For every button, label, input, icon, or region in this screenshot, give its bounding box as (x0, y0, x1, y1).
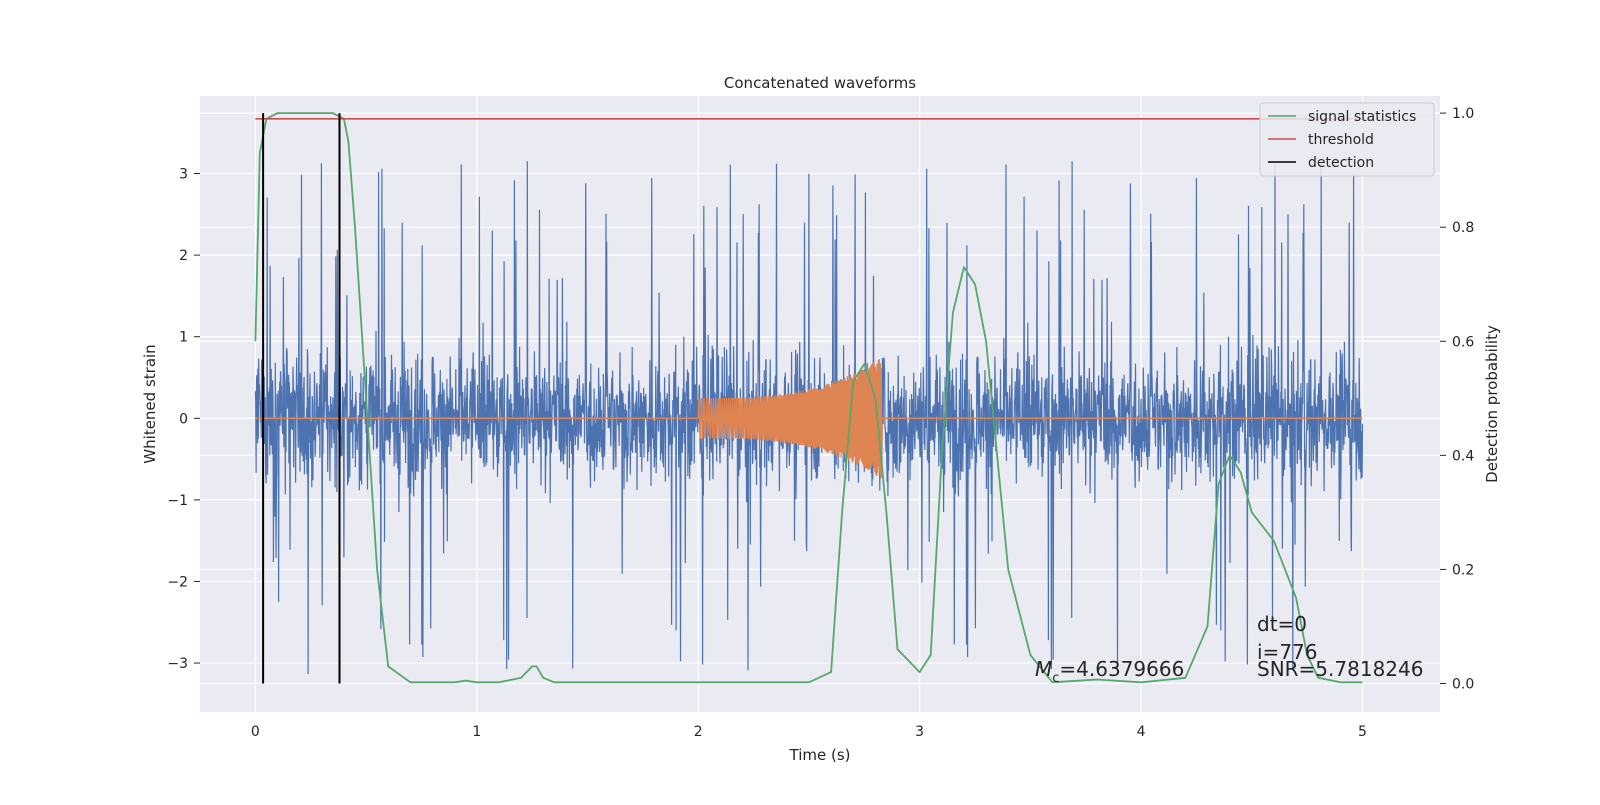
y-tick-label: 0 (179, 411, 188, 427)
legend-label-detection: detection (1308, 155, 1374, 171)
index-annotation: i=776 (1257, 640, 1318, 664)
dt-annotation: dt=0 (1257, 612, 1307, 636)
y-tick-label: −2 (167, 574, 188, 590)
x-tick-label: 3 (915, 724, 924, 740)
chirp-mass-symbol: M (1035, 657, 1052, 681)
chirp-series-line (697, 359, 883, 479)
x-axis-label: Time (s) (789, 746, 851, 764)
legend-box (1259, 102, 1435, 177)
signal-statistics-line (254, 112, 1363, 684)
legend-label-threshold: threshold (1308, 132, 1374, 148)
legend: signal statistics threshold detection (1259, 102, 1435, 177)
y-tick-label: 2 (179, 248, 188, 264)
x-tick-label: 1 (472, 724, 481, 740)
y2-tick-label: 0.2 (1452, 562, 1474, 578)
gridlines (200, 96, 1440, 712)
chirp-mass-subscript: c (1052, 671, 1059, 686)
y2-tick-label: 1.0 (1452, 106, 1474, 122)
y-tick-label: 3 (179, 167, 188, 183)
chirp-mass-annotation: Mc=4.6379666 (1035, 657, 1184, 686)
data-layer (254, 112, 1364, 684)
y2-tick-label: 0.4 (1452, 448, 1474, 464)
chart-title: Concatenated waveforms (724, 74, 916, 92)
snr-annotation: SNR=5.7818246 (1257, 657, 1423, 681)
y-tick-label: 1 (179, 330, 188, 346)
x-tick-label: 2 (694, 724, 703, 740)
annotations: Mc=4.6379666 dt=0 i=776 SNR=5.7818246 (1035, 612, 1423, 686)
y2-tick-label: 0.0 (1452, 676, 1474, 692)
x-tick-label: 4 (1137, 724, 1146, 740)
y-tick-label: −3 (167, 656, 188, 672)
y-tick-label: −1 (167, 493, 188, 509)
y2-tick-label: 0.6 (1452, 334, 1474, 350)
y-axis-label: Whitened strain (141, 344, 159, 463)
y2-axis-label: Detection probability (1483, 325, 1501, 483)
chirp-mass-value: =4.6379666 (1059, 657, 1184, 681)
x-tick-label: 5 (1358, 724, 1367, 740)
x-tick-label: 0 (251, 724, 260, 740)
noise-series-line (254, 161, 1364, 675)
legend-label-signal-statistics: signal statistics (1308, 109, 1416, 125)
y2-tick-label: 0.8 (1452, 220, 1474, 236)
tick-labels: 0 1 2 3 4 5 −3 −2 −1 0 1 2 3 0.0 0.2 0.4 0.6 0.8 1.0 (167, 106, 1474, 740)
